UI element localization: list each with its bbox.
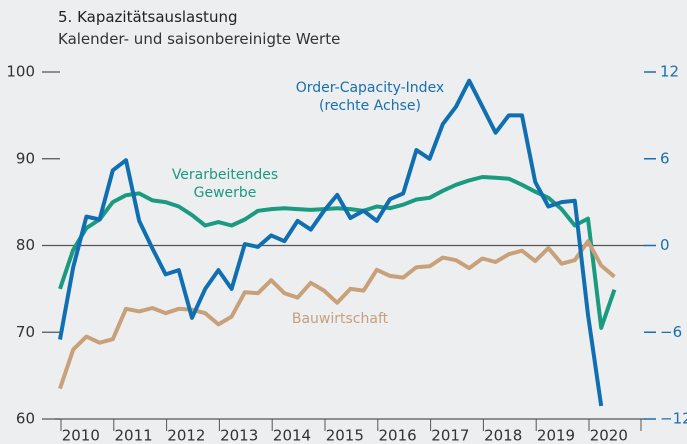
y-tick-label: 90 [16, 149, 35, 167]
series-line [58, 239, 616, 390]
y2-tick-label: 0 [660, 236, 670, 254]
x-tick-label: 2014 [273, 427, 311, 444]
x-tick-label: 2017 [431, 427, 469, 444]
y2-tick-label: 6 [660, 149, 670, 167]
y-tick-label: 100 [6, 63, 35, 81]
y-tick-label: 80 [16, 236, 35, 254]
y2-tick-label: −6 [660, 323, 682, 341]
y-tick-label: 60 [16, 410, 35, 428]
chart-subtitle: Kalender- und saisonbereinigte Werte [58, 30, 341, 48]
y2-tick-label: 12 [660, 63, 679, 81]
legend-label: Verarbeitendes Gewerbe [171, 167, 279, 201]
x-tick-label: 2013 [220, 427, 258, 444]
x-tick-label: 2019 [537, 427, 575, 444]
x-tick-label: 2016 [379, 427, 417, 444]
legend-label: Bauwirtschaft [291, 311, 389, 327]
x-tick-label: 2011 [115, 427, 153, 444]
y-tick-label: 70 [16, 323, 35, 341]
x-tick-label: 2012 [167, 427, 205, 444]
chart-title: 5. Kapazitätsauslastung [58, 8, 238, 26]
series-line [58, 78, 604, 407]
y2-tick-label: −12 [660, 410, 687, 428]
x-tick-label: 2020 [590, 427, 628, 444]
x-tick-label: 2015 [326, 427, 364, 444]
x-tick-label: 2018 [484, 427, 522, 444]
x-tick-label: 2010 [62, 427, 100, 444]
series-line [58, 175, 617, 330]
legend-label: Order-Capacity-Index [295, 80, 445, 96]
annotation: (rechte Achse) [319, 98, 421, 114]
